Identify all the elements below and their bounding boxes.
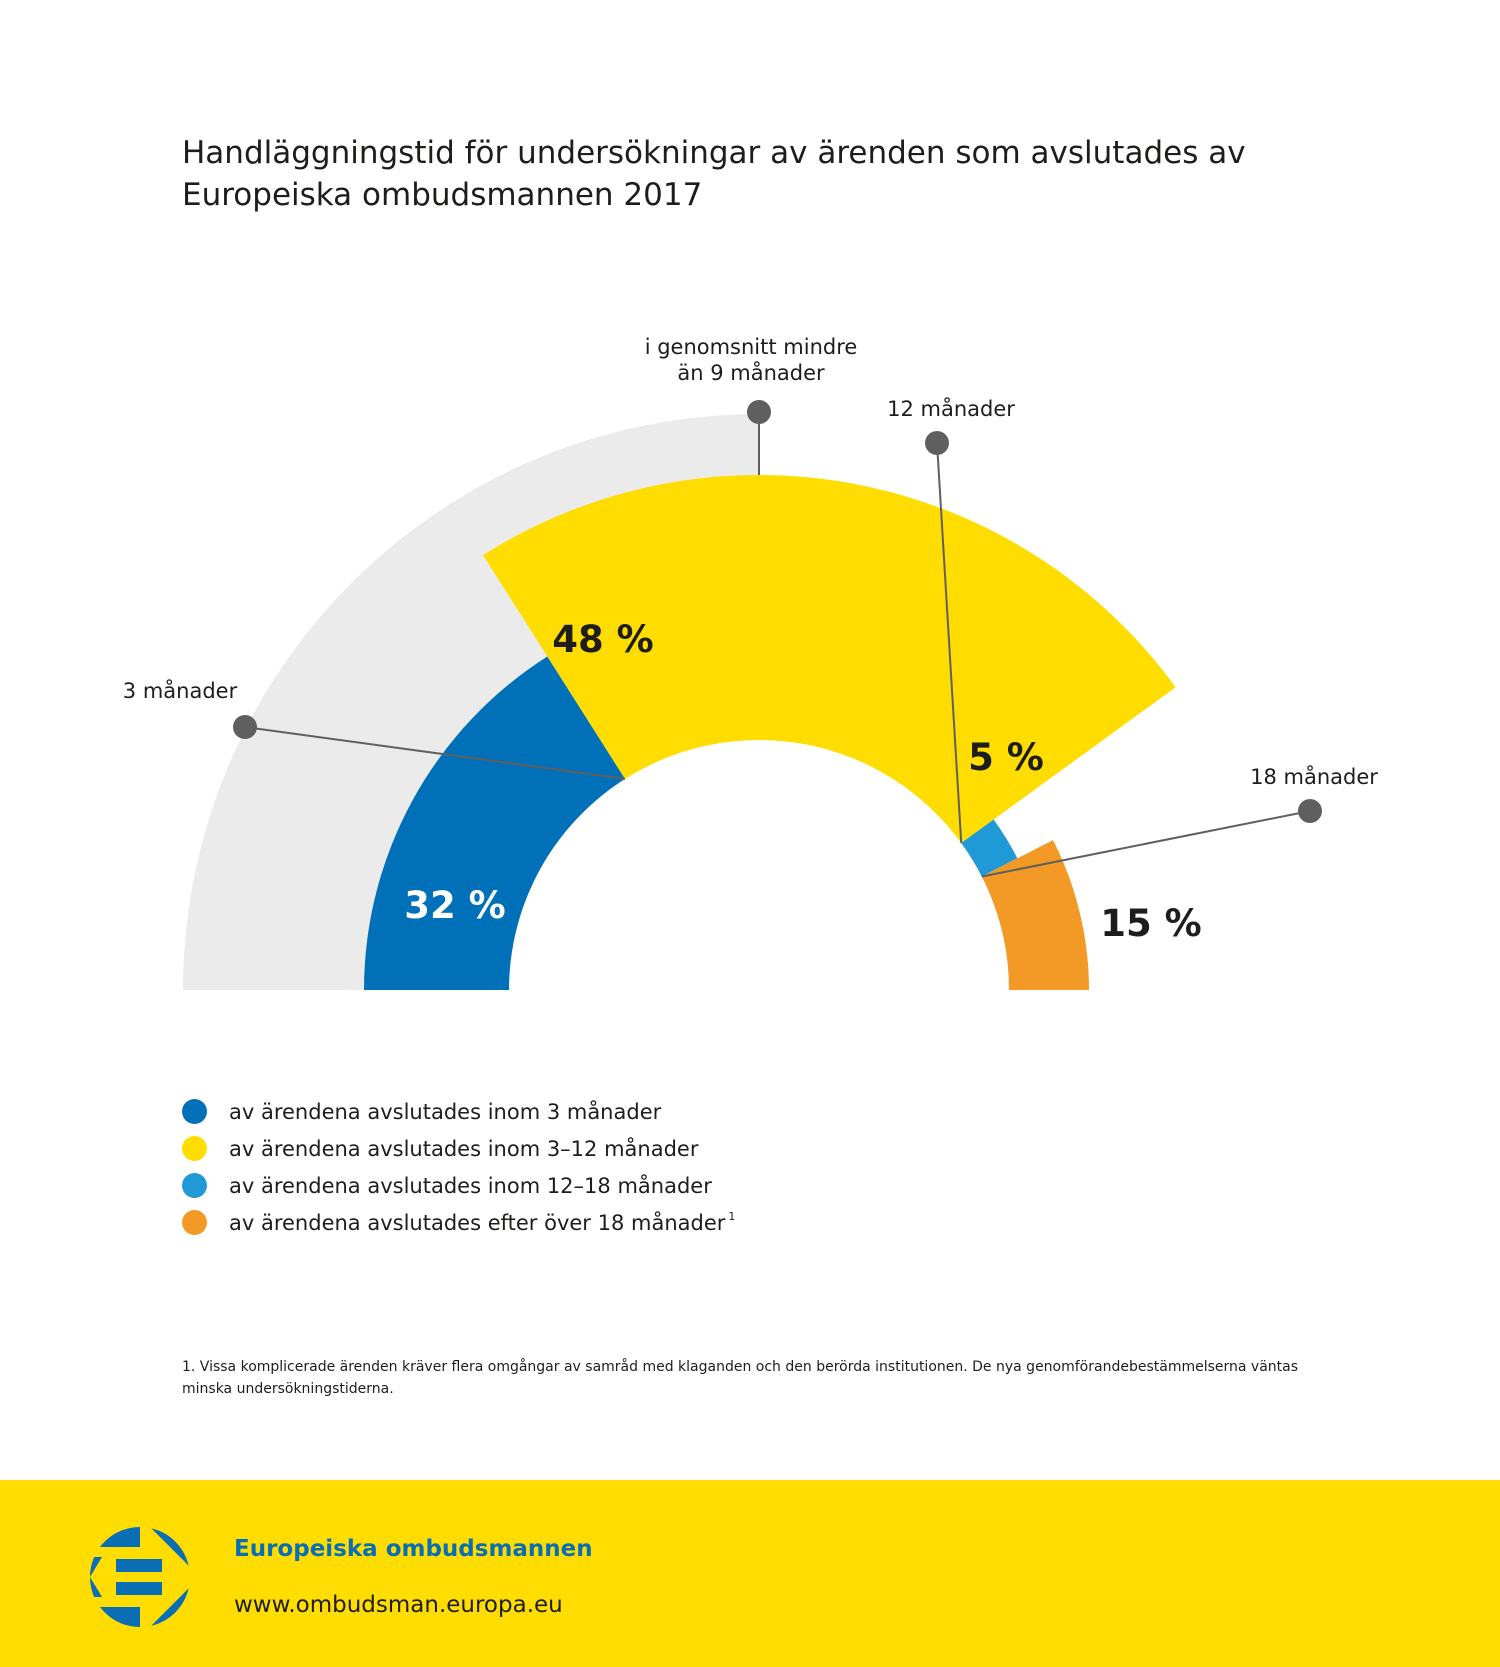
legend-item: av ärendena avslutades efter över 18 mån… <box>182 1204 735 1241</box>
chart-title: Handläggningstid för undersökningar av ä… <box>182 135 1246 213</box>
legend-swatch <box>182 1136 207 1161</box>
legend-item: av ärendena avslutades inom 3–12 månader <box>182 1130 735 1167</box>
footer: Europeiska ombudsmannen www.ombudsman.eu… <box>0 1480 1500 1667</box>
slice-1 <box>364 656 626 990</box>
boundary-3-leader-line <box>244 726 626 780</box>
boundary-18-leader-line <box>981 810 1311 878</box>
org-name: Europeiska ombudsmannen <box>234 1536 593 1562</box>
ombudsman-logo-icon <box>90 1527 190 1627</box>
legend-label: av ärendena avslutades inom 12–18 månade… <box>229 1174 712 1198</box>
legend-label: av ärendena avslutades inom 3 månader <box>229 1100 662 1124</box>
annotation-label: 12 månader <box>887 396 1015 421</box>
boundary-18-marker <box>1298 799 1322 823</box>
value-label: 5 % <box>968 736 1044 779</box>
average-marker <box>747 400 771 424</box>
legend-swatch <box>182 1173 207 1198</box>
annotation-label: i genomsnitt mindre än 9 månader <box>645 335 858 385</box>
legend: av ärendena avslutades inom 3 månader av… <box>182 1093 735 1241</box>
value-label: 15 % <box>1100 902 1201 945</box>
legend-swatch <box>182 1099 207 1124</box>
legend-label: av ärendena avslutades inom 3–12 månader <box>229 1137 699 1161</box>
value-label: 48 % <box>552 618 653 661</box>
legend-swatch <box>182 1210 207 1235</box>
footnote: 1. Vissa komplicerade ärenden kräver fle… <box>182 1359 1299 1397</box>
legend-item: av ärendena avslutades inom 3 månader <box>182 1093 735 1130</box>
chart: 32 % 48 % 5 % 15 % 3 månader i genomsnitt min… <box>123 335 1378 990</box>
website-link[interactable]: www.ombudsman.europa.eu <box>234 1592 563 1618</box>
legend-item: av ärendena avslutades inom 12–18 månade… <box>182 1167 735 1204</box>
slice-4 <box>981 840 1089 990</box>
boundary-12-marker <box>925 431 949 455</box>
slice-3 <box>961 819 1018 877</box>
slice-2 <box>483 475 1176 844</box>
annotation-label: 18 månader <box>1250 764 1378 789</box>
boundary-12-leader-line <box>936 442 963 844</box>
legend-label: av ärendena avslutades efter över 18 mån… <box>229 1210 736 1235</box>
annotation-label: 3 månader <box>123 678 238 703</box>
boundary-3-marker <box>233 715 257 739</box>
value-label: 32 % <box>404 884 505 927</box>
